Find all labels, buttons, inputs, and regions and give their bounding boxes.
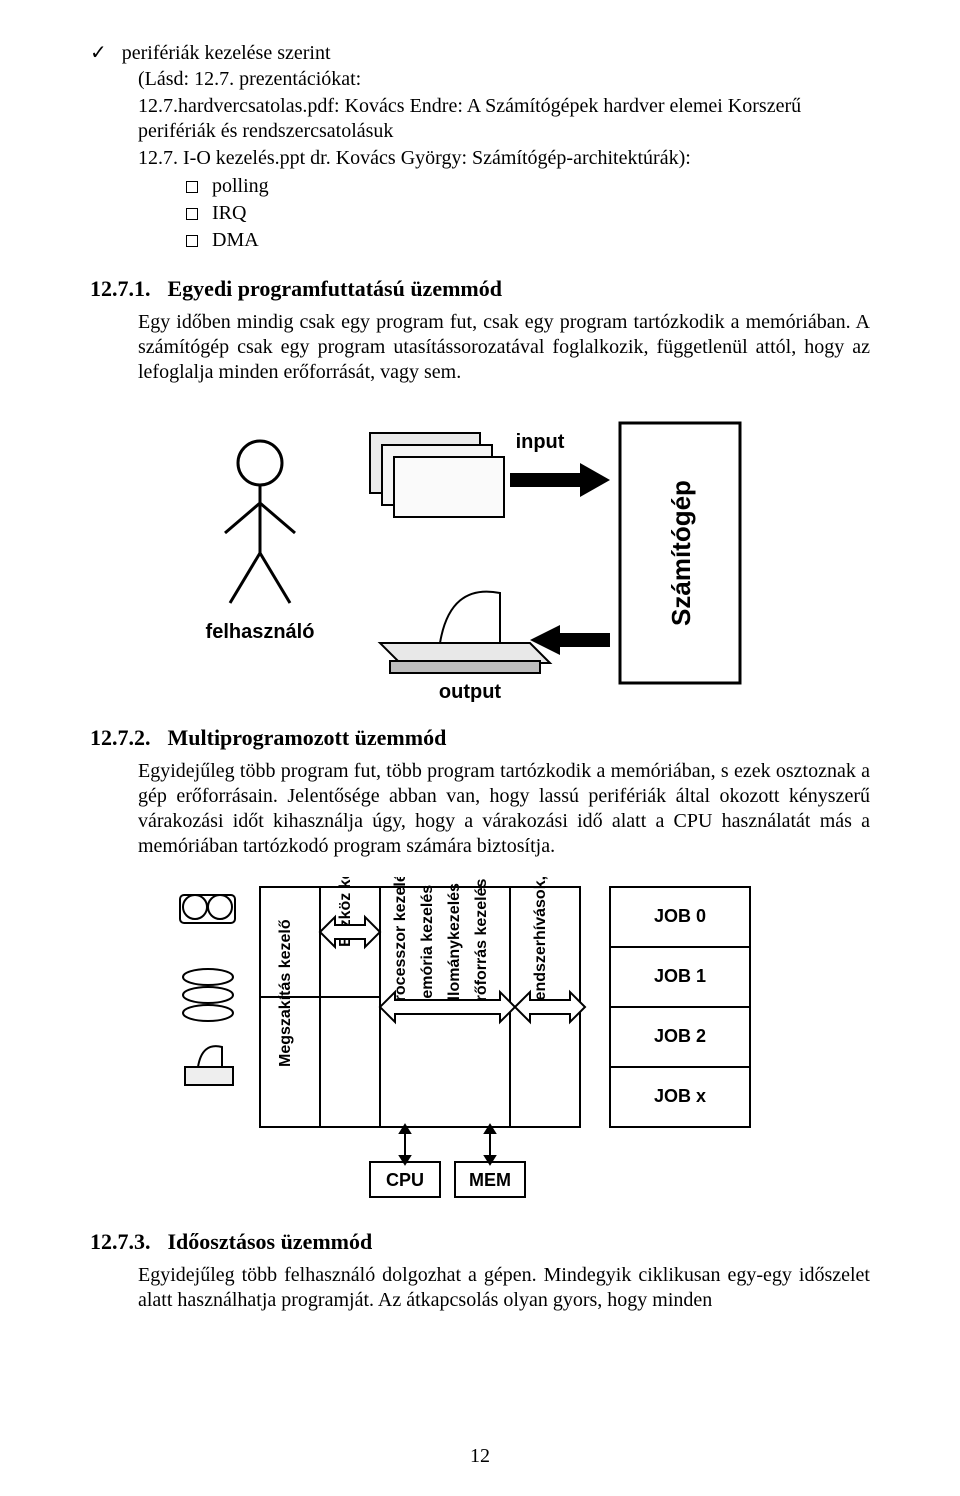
col-label: Megszakítás kezelő	[277, 919, 294, 1067]
bullet-item: ✓ perifériák kezelése szerint	[90, 40, 870, 65]
job-label: JOB x	[654, 1086, 706, 1106]
col-label: Rendszerhívások, válaszok	[532, 877, 549, 1012]
section-number: 12.7.1.	[90, 276, 162, 302]
sub-bullet-label: DMA	[212, 229, 259, 251]
input-stack-icon	[370, 433, 504, 517]
section-heading: 12.7.1. Egyedi programfuttatású üzemmód	[90, 276, 870, 302]
square-bullet-icon	[186, 181, 198, 193]
reference-line: 12.7.hardvercsatolas.pdf: Kovács Endre: …	[138, 94, 870, 144]
job-label: JOB 1	[654, 966, 706, 986]
output-label: output	[439, 681, 502, 703]
disk-stack-icon	[183, 969, 233, 1021]
arrow-icon	[510, 463, 610, 497]
printer-icon	[185, 1046, 233, 1085]
sub-bullet: DMA	[186, 227, 870, 254]
input-label: input	[516, 431, 565, 453]
user-label: felhasználó	[206, 621, 315, 643]
square-bullet-icon	[186, 208, 198, 220]
checkmark-icon: ✓	[90, 42, 107, 64]
section-body: Egy időben mindig csak egy program fut, …	[138, 310, 870, 385]
col-label: Állománykezelés	[444, 883, 463, 1012]
cpu-label: CPU	[386, 1170, 424, 1190]
computer-label: Számítógép	[666, 480, 696, 626]
tape-icon	[180, 895, 235, 923]
section-heading: 12.7.2. Multiprogramozott üzemmód	[90, 725, 870, 751]
section-body: Egyidejűleg több program fut, több progr…	[138, 759, 870, 859]
arrow-icon	[530, 625, 610, 655]
sub-bullet-label: polling	[212, 175, 269, 197]
sub-bullet: IRQ	[186, 200, 870, 227]
bullet-text: perifériák kezelése szerint	[122, 42, 331, 64]
col-label: Erőforrás kezelés	[473, 878, 490, 1012]
document-page: ✓ perifériák kezelése szerint (Lásd: 12.…	[0, 0, 960, 1496]
job-label: JOB 0	[654, 906, 706, 926]
section-title: Időosztásos üzemmód	[168, 1229, 373, 1254]
section-title: Multiprogramozott üzemmód	[168, 725, 447, 750]
mem-label: MEM	[469, 1170, 511, 1190]
figure-single-user: felhasználó input output Számítógép	[200, 403, 760, 703]
section-heading: 12.7.3. Időosztásos üzemmód	[90, 1229, 870, 1255]
sub-bullet: polling	[186, 173, 870, 200]
job-label: JOB 2	[654, 1026, 706, 1046]
section-number: 12.7.2.	[90, 725, 162, 751]
user-icon	[225, 441, 295, 603]
page-number: 12	[0, 1445, 960, 1468]
arrow-hollow-icon	[515, 992, 585, 1022]
square-bullet-icon	[186, 235, 198, 247]
section-number: 12.7.3.	[90, 1229, 162, 1255]
double-arrow-icon	[400, 1125, 410, 1164]
double-arrow-icon	[485, 1125, 495, 1164]
sub-bullet-label: IRQ	[212, 202, 246, 224]
reference-line: 12.7. I-O kezelés.ppt dr. Kovács György:…	[138, 146, 870, 171]
col-label: Memória kezelés	[419, 885, 436, 1012]
section-body: Egyidejűleg több felhasználó dolgozhat a…	[138, 1263, 870, 1313]
figure-multiprogram: Megszakítás kezelő Eszköz kezelő Process…	[170, 877, 790, 1207]
section-title: Egyedi programfuttatású üzemmód	[168, 276, 502, 301]
output-icon	[380, 592, 550, 673]
reference-intro: (Lásd: 12.7. prezentációkat:	[138, 67, 870, 92]
